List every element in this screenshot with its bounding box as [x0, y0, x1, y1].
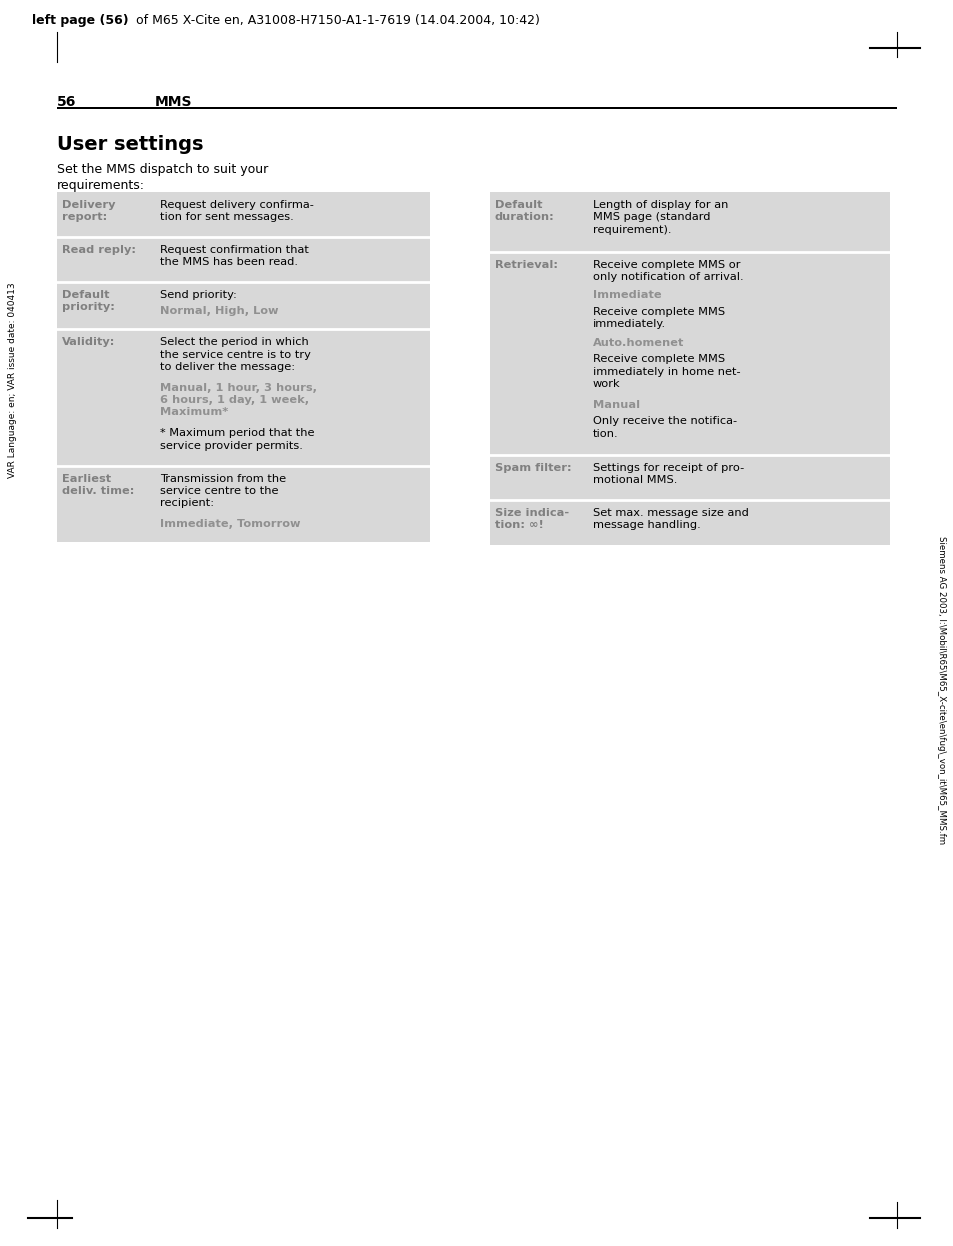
- Text: Immediate: Immediate: [593, 290, 661, 300]
- Text: left page (56): left page (56): [32, 14, 129, 27]
- Text: Set the MMS dispatch to suit your
requirements:: Set the MMS dispatch to suit your requir…: [57, 163, 268, 192]
- Text: Siemens AG 2003, I:\Mobil\R65\M65_X-cite\en\fug\_von_it\M65_MMS.fm: Siemens AG 2003, I:\Mobil\R65\M65_X-cite…: [937, 536, 945, 844]
- Text: Transmission from the
service centre to the
recipient:: Transmission from the service centre to …: [160, 473, 286, 508]
- Text: Earliest
deliv. time:: Earliest deliv. time:: [62, 473, 134, 496]
- Bar: [490, 455, 889, 500]
- Text: MMS: MMS: [154, 95, 193, 108]
- Bar: [490, 500, 889, 545]
- Text: Request delivery confirma-
tion for sent messages.: Request delivery confirma- tion for sent…: [160, 201, 314, 222]
- Text: Only receive the notifica-
tion.: Only receive the notifica- tion.: [593, 416, 737, 439]
- Text: Manual, 1 hour, 3 hours,
6 hours, 1 day, 1 week,
Maximum*: Manual, 1 hour, 3 hours, 6 hours, 1 day,…: [160, 383, 316, 417]
- Text: Set max. message size and
message handling.: Set max. message size and message handli…: [593, 507, 748, 530]
- Text: Normal, High, Low: Normal, High, Low: [160, 307, 278, 316]
- Text: of M65 X-Cite en, A31008-H7150-A1-1-7619 (14.04.2004, 10:42): of M65 X-Cite en, A31008-H7150-A1-1-7619…: [132, 14, 539, 27]
- Text: Default
priority:: Default priority:: [62, 290, 114, 313]
- Text: User settings: User settings: [57, 135, 203, 155]
- Text: Read reply:: Read reply:: [62, 245, 136, 255]
- Text: Receive complete MMS
immediately.: Receive complete MMS immediately.: [593, 307, 724, 329]
- Text: Settings for receipt of pro-
motional MMS.: Settings for receipt of pro- motional MM…: [593, 462, 743, 485]
- Text: Default
duration:: Default duration:: [495, 201, 554, 222]
- Text: Auto.homenet: Auto.homenet: [593, 338, 683, 348]
- Bar: [490, 252, 889, 455]
- Text: Receive complete MMS
immediately in home net-
work: Receive complete MMS immediately in home…: [593, 355, 740, 389]
- Bar: [57, 107, 896, 108]
- Bar: [57, 466, 430, 542]
- Text: VAR Language: en; VAR issue date: 040413: VAR Language: en; VAR issue date: 040413: [9, 282, 17, 477]
- Bar: [57, 329, 430, 466]
- Text: * Maximum period that the
service provider permits.: * Maximum period that the service provid…: [160, 429, 314, 451]
- Text: 56: 56: [57, 95, 76, 108]
- Bar: [57, 192, 430, 237]
- Text: Delivery
report:: Delivery report:: [62, 201, 115, 222]
- Text: Retrieval:: Retrieval:: [495, 259, 558, 269]
- Bar: [490, 192, 889, 252]
- Bar: [57, 237, 430, 282]
- Text: Receive complete MMS or
only notification of arrival.: Receive complete MMS or only notificatio…: [593, 259, 742, 282]
- Text: Manual: Manual: [593, 400, 639, 410]
- Text: Spam filter:: Spam filter:: [495, 462, 571, 472]
- Text: Select the period in which
the service centre is to try
to deliver the message:: Select the period in which the service c…: [160, 338, 311, 373]
- Text: Immediate, Tomorrow: Immediate, Tomorrow: [160, 520, 300, 530]
- Text: Length of display for an
MMS page (standard
requirement).: Length of display for an MMS page (stand…: [593, 201, 727, 234]
- Bar: [57, 282, 430, 329]
- Text: Request confirmation that
the MMS has been read.: Request confirmation that the MMS has be…: [160, 245, 309, 268]
- Text: Size indica-
tion: ∞!: Size indica- tion: ∞!: [495, 507, 569, 530]
- Text: Validity:: Validity:: [62, 338, 115, 348]
- Text: Send priority:: Send priority:: [160, 290, 236, 300]
